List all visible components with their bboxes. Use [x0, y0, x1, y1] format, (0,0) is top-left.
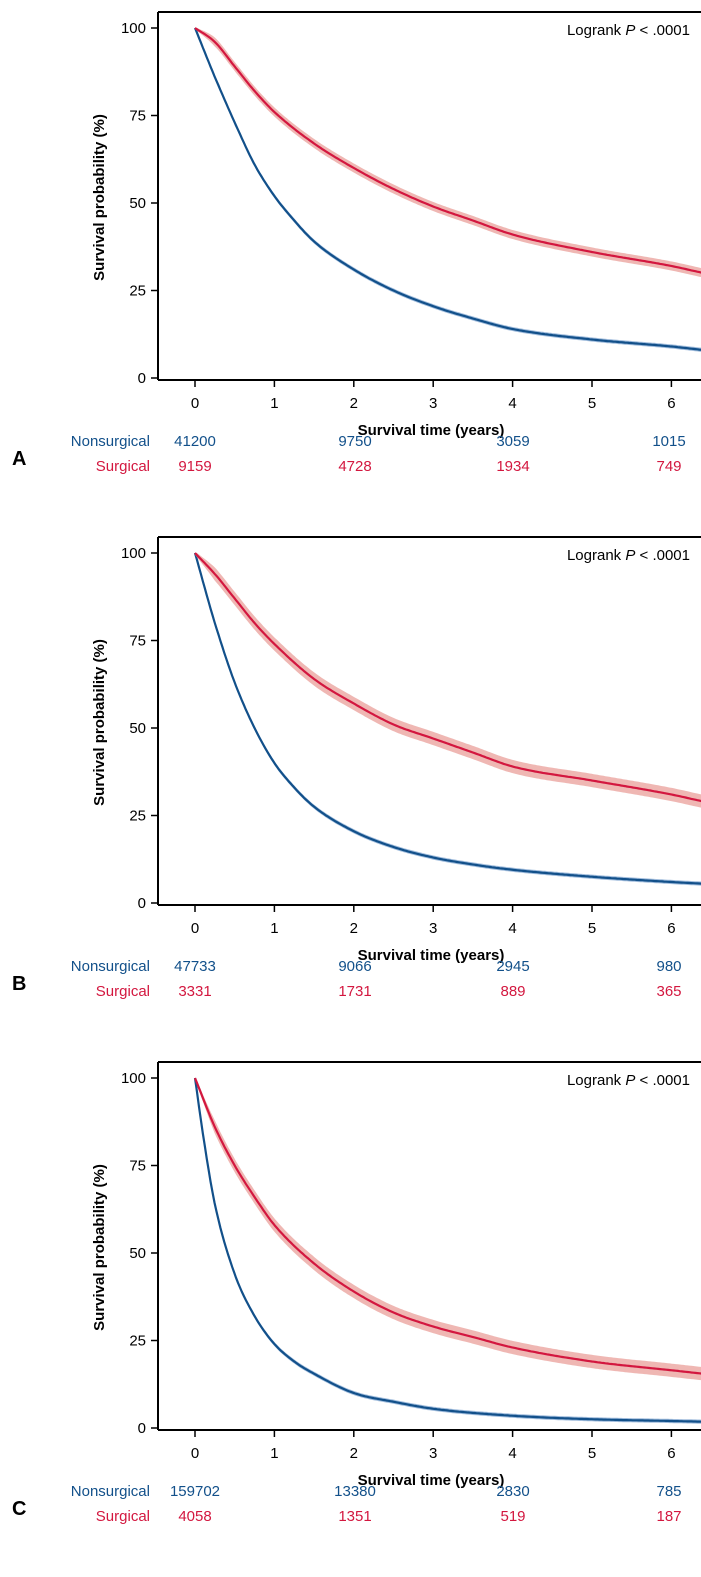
risk-count-nonsurgical: 3059 [496, 433, 530, 450]
nonsurgical-confidence-band [195, 553, 701, 886]
y-tick-label: 75 [129, 633, 146, 650]
logrank-annotation: Logrank P < .0001 [567, 22, 690, 39]
risk-count-surgical: 3331 [178, 983, 212, 1000]
x-tick-label: 0 [191, 920, 199, 937]
risk-label-surgical: Surgical [95, 1508, 150, 1525]
surgical-survival-curve [193, 1077, 701, 1375]
y-tick-label: 50 [129, 195, 146, 212]
nonsurgical-survival-curve [193, 1077, 701, 1423]
risk-count-nonsurgical: 159702 [169, 1483, 221, 1500]
logrank-annotation: Logrank P < .0001 [567, 1072, 690, 1089]
nonsurgical-survival-curve [193, 27, 701, 351]
x-tick-label: 5 [588, 395, 596, 412]
y-tick-label: 100 [121, 1070, 146, 1087]
risk-count-surgical: 1934 [496, 458, 530, 475]
risk-count-nonsurgical: 13380 [334, 1483, 376, 1500]
y-tick-label: 100 [121, 545, 146, 562]
y-tick-label: 100 [121, 20, 146, 37]
surgical-confidence-band [195, 553, 701, 808]
risk-count-surgical: 1351 [338, 1508, 372, 1525]
surgical-survival-curve [194, 27, 701, 274]
y-tick-label: 25 [129, 283, 146, 300]
y-tick-label: 25 [129, 808, 146, 825]
y-tick-label: 0 [138, 895, 146, 912]
survival-chart: 0 25 50 75 100 0 1 2 3 4 5 6 Survival probability (%… [91, 1061, 701, 1489]
x-tick-label: 6 [667, 395, 675, 412]
x-tick-label: 3 [429, 395, 437, 412]
survival-chart: 0 25 50 75 100 0 1 2 3 4 5 6 Survival probability (%… [91, 11, 701, 439]
risk-count-nonsurgical: 1015 [652, 433, 686, 450]
panel-letter: A [12, 448, 27, 470]
y-axis-title: Survival probability (%) [91, 114, 108, 281]
risk-label-surgical: Surgical [95, 983, 150, 1000]
x-tick-label: 3 [429, 1445, 437, 1462]
x-axis-title: Survival time (years) [358, 422, 505, 439]
risk-count-nonsurgical: 41200 [174, 433, 216, 450]
risk-label-nonsurgical: Nonsurgical [70, 433, 150, 450]
panel-c: 0 25 50 75 100 0 1 2 3 4 5 6 Survival probability (%… [0, 1050, 701, 1570]
x-tick-label: 1 [270, 920, 278, 937]
risk-count-surgical: 187 [656, 1508, 682, 1525]
y-tick-label: 25 [129, 1333, 146, 1350]
risk-count-surgical: 9159 [178, 458, 212, 475]
y-tick-label: 50 [129, 1245, 146, 1262]
x-tick-label: 6 [667, 920, 675, 937]
x-tick-label: 2 [350, 395, 358, 412]
risk-label-surgical: Surgical [95, 458, 150, 475]
x-tick-label: 0 [191, 395, 199, 412]
x-tick-label: 1 [270, 395, 278, 412]
surgical-survival-curve [194, 552, 701, 803]
y-axis-title: Survival probability (%) [91, 639, 108, 806]
risk-count-surgical: 365 [656, 983, 682, 1000]
risk-count-surgical: 749 [656, 458, 682, 475]
panel-letter: B [12, 973, 27, 995]
panel-a: 0 25 50 75 100 0 1 2 3 4 5 6 Survival probability (%… [0, 0, 701, 520]
x-tick-label: 2 [350, 1445, 358, 1462]
y-tick-label: 50 [129, 720, 146, 737]
y-tick-label: 0 [138, 1420, 146, 1437]
y-tick-label: 75 [129, 108, 146, 125]
risk-count-surgical: 1731 [338, 983, 372, 1000]
x-tick-label: 0 [191, 1445, 199, 1462]
risk-count-nonsurgical: 2830 [496, 1483, 530, 1500]
x-tick-label: 3 [429, 920, 437, 937]
risk-count-nonsurgical: 2945 [496, 958, 530, 975]
x-tick-label: 5 [588, 1445, 596, 1462]
x-axis-title: Survival time (years) [358, 1472, 505, 1489]
risk-count-nonsurgical: 9750 [338, 433, 372, 450]
nonsurgical-survival-curve [193, 552, 701, 885]
x-tick-label: 4 [508, 395, 516, 412]
x-tick-label: 2 [350, 920, 358, 937]
x-tick-label: 1 [270, 1445, 278, 1462]
risk-count-surgical: 4058 [178, 1508, 212, 1525]
logrank-annotation: Logrank P < .0001 [567, 547, 690, 564]
risk-count-nonsurgical: 785 [656, 1483, 682, 1500]
risk-count-nonsurgical: 47733 [174, 958, 216, 975]
risk-count-nonsurgical: 9066 [338, 958, 372, 975]
risk-label-nonsurgical: Nonsurgical [70, 958, 150, 975]
x-tick-label: 4 [508, 1445, 516, 1462]
surgical-confidence-band [195, 1078, 701, 1381]
panel-b: 0 25 50 75 100 0 1 2 3 4 5 6 Survival probability (%… [0, 525, 701, 1045]
x-tick-label: 4 [508, 920, 516, 937]
risk-count-surgical: 4728 [338, 458, 372, 475]
y-tick-label: 0 [138, 370, 146, 387]
x-tick-label: 6 [667, 1445, 675, 1462]
surgical-confidence-band [195, 28, 701, 278]
y-tick-label: 75 [129, 1158, 146, 1175]
x-axis-title: Survival time (years) [358, 947, 505, 964]
risk-count-surgical: 889 [500, 983, 526, 1000]
panel-letter: C [12, 1498, 27, 1520]
risk-count-surgical: 519 [500, 1508, 526, 1525]
risk-count-nonsurgical: 980 [656, 958, 682, 975]
y-axis-title: Survival probability (%) [91, 1164, 108, 1331]
x-tick-label: 5 [588, 920, 596, 937]
risk-label-nonsurgical: Nonsurgical [70, 1483, 150, 1500]
survival-chart: 0 25 50 75 100 0 1 2 3 4 5 6 Survival probability (%… [91, 536, 701, 964]
